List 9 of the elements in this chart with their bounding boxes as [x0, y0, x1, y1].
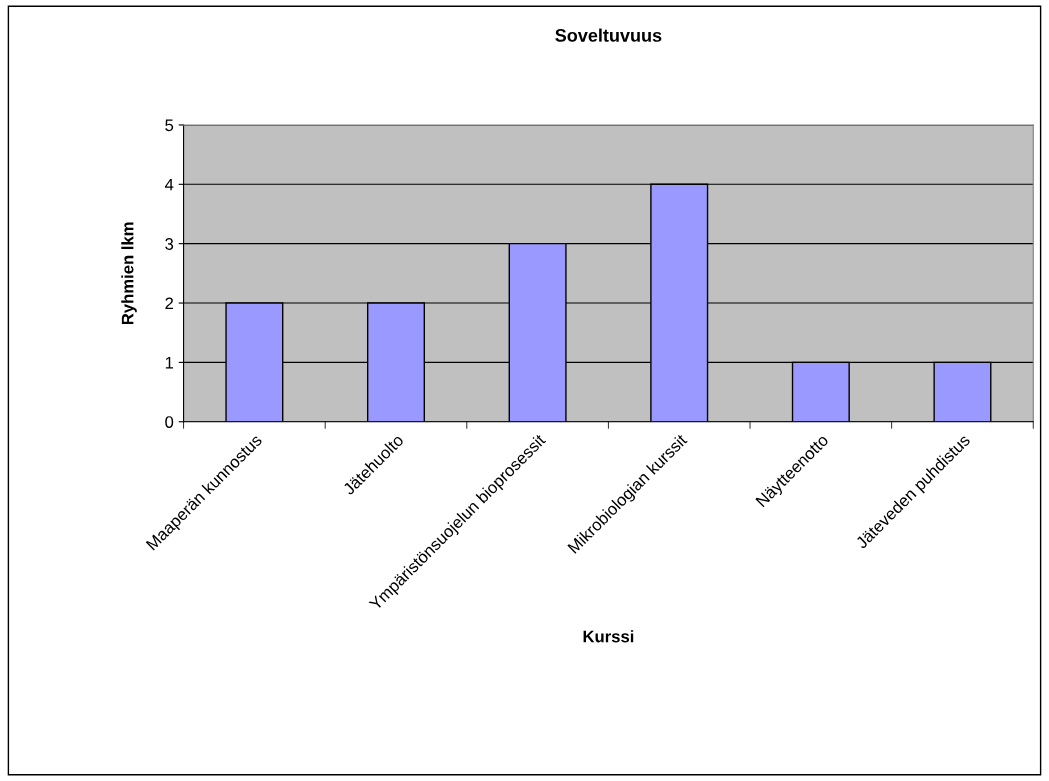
y-tick-label: 0	[165, 416, 174, 428]
y-tick-label: 5	[165, 119, 174, 132]
y-axis-title: Ryhmien lkm	[121, 222, 137, 325]
y-tick-label: 2	[165, 297, 174, 310]
x-axis-title: Kurssi	[583, 630, 634, 643]
y-tick-label: 3	[165, 238, 174, 250]
y-tick-label: 1	[165, 356, 174, 369]
y-tick-label: 4	[164, 178, 174, 191]
chart-title: Soveltuvuus	[555, 28, 662, 42]
